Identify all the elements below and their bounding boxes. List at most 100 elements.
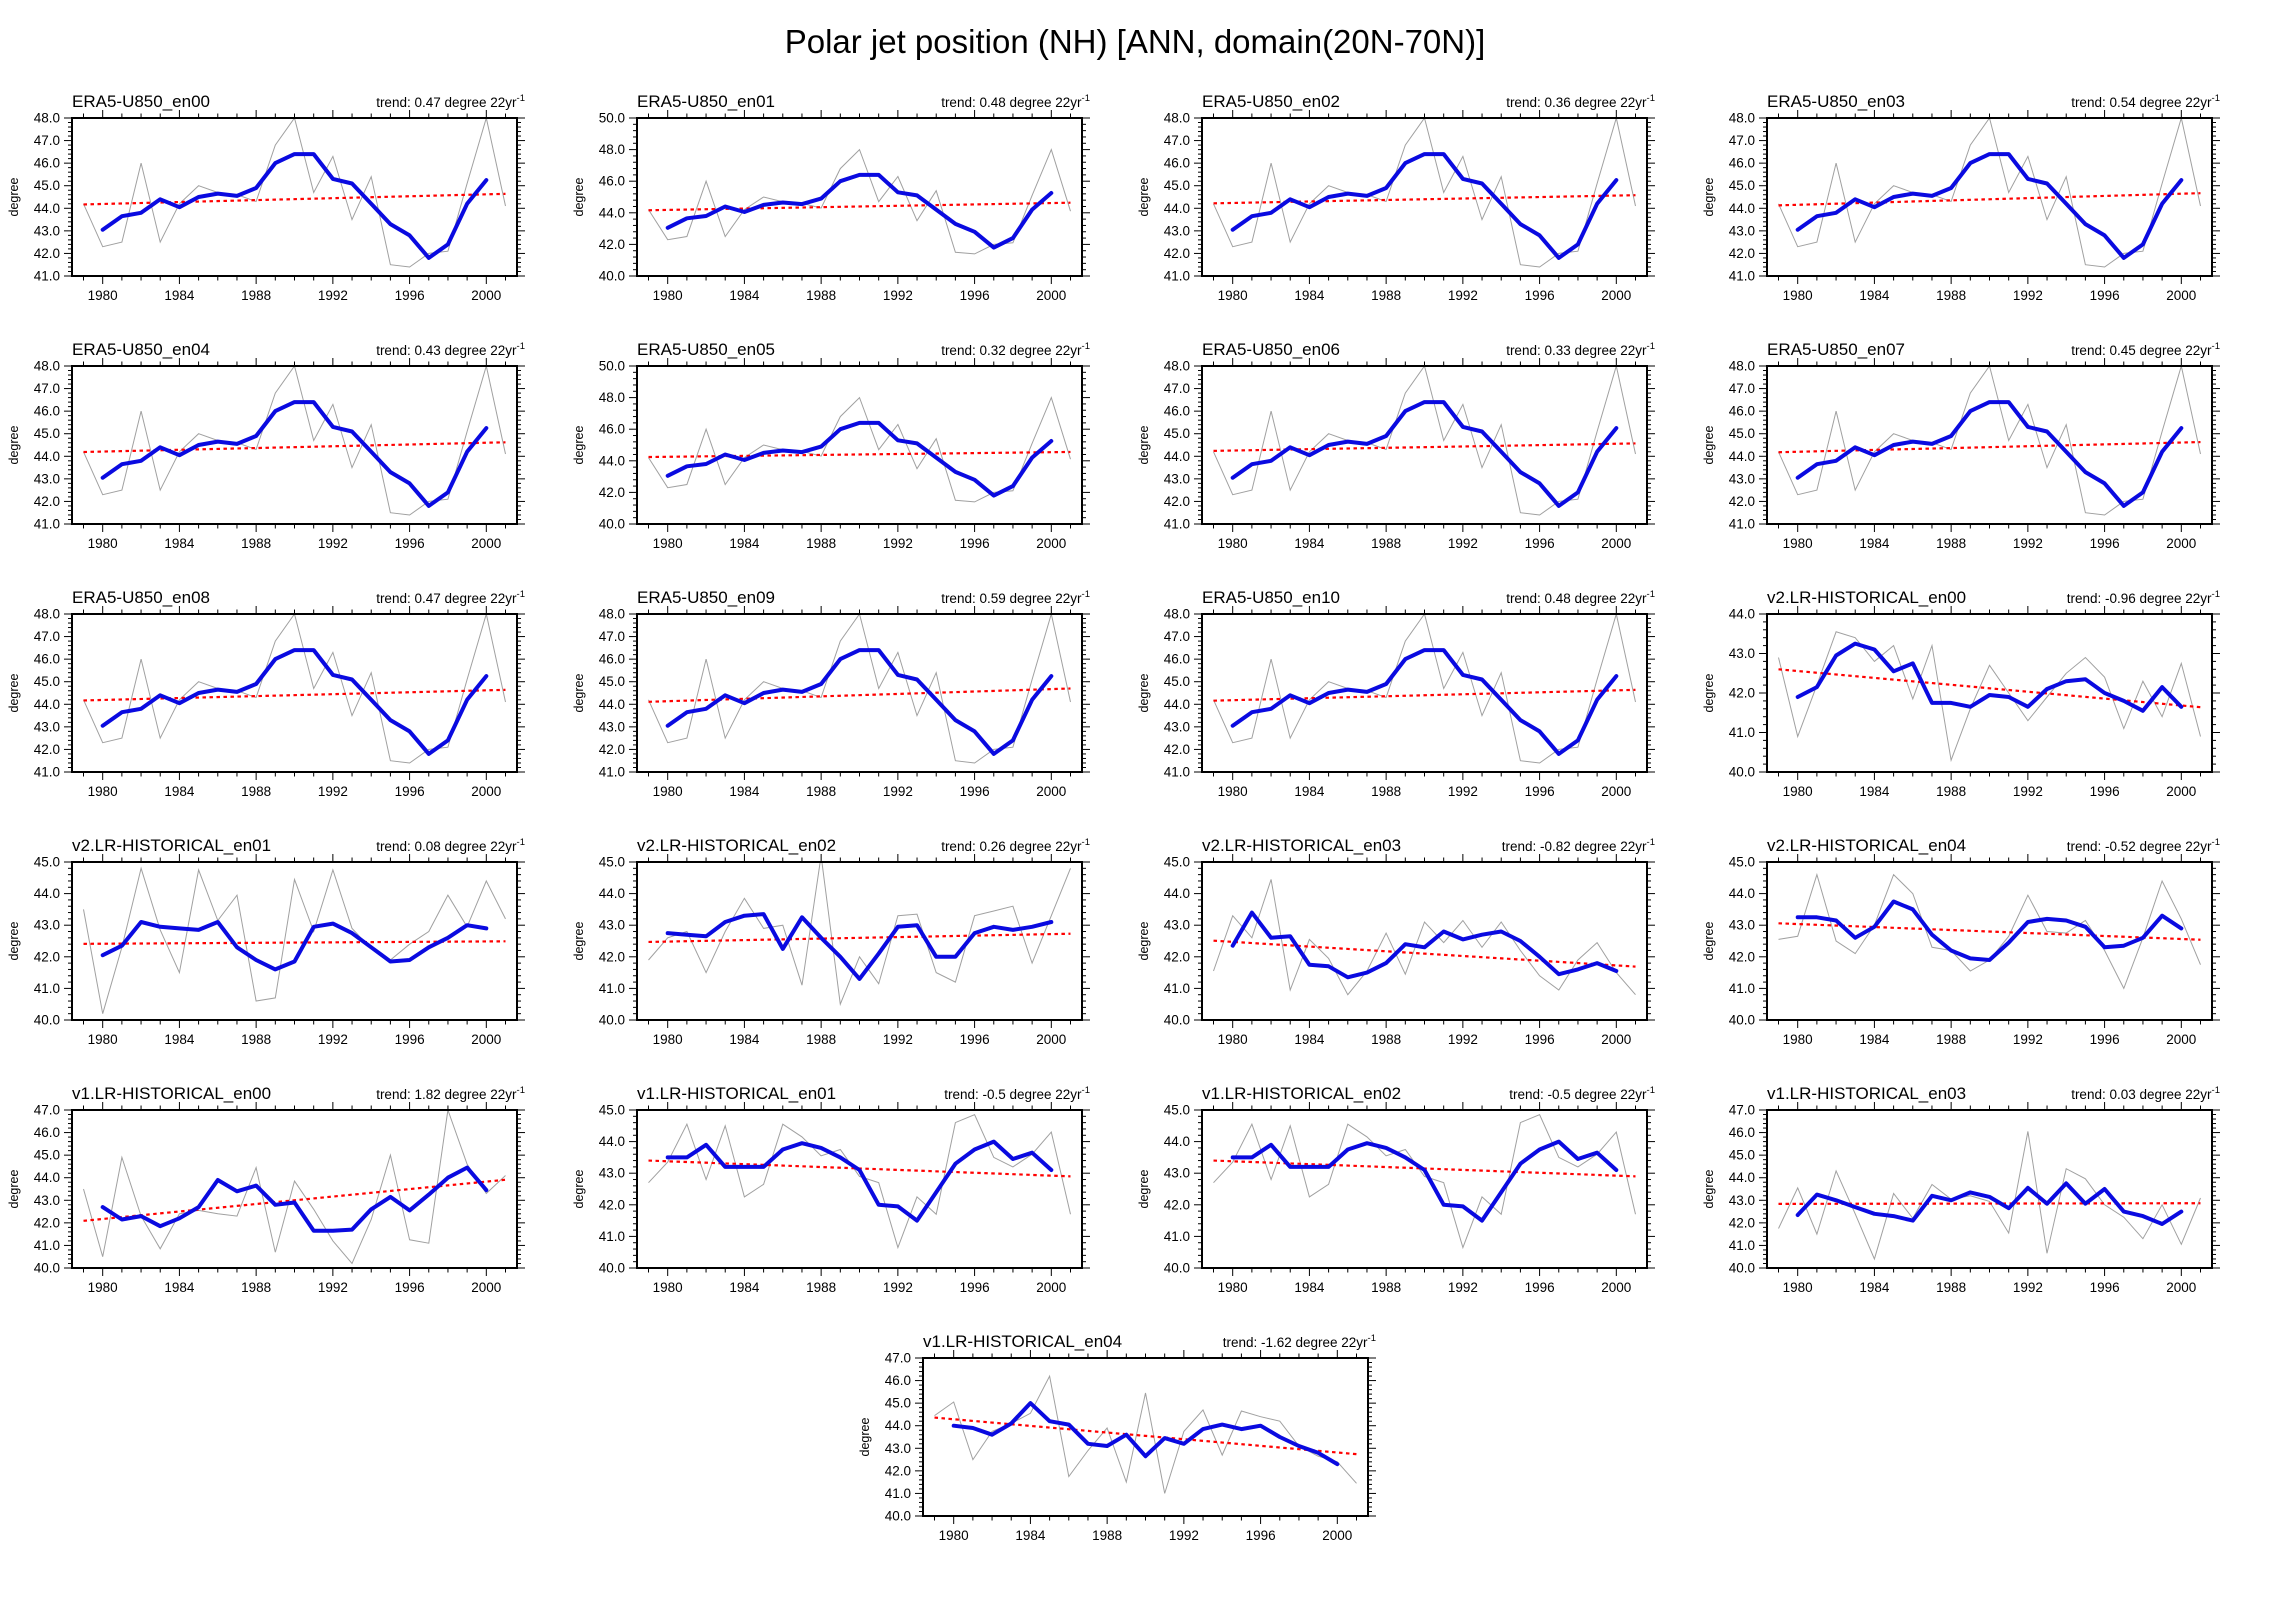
y-tick-label: 44.0: [1164, 886, 1190, 901]
y-axis-label: degree: [7, 921, 21, 960]
plot-frame: [636, 365, 1083, 525]
trend-line: [1213, 939, 1636, 968]
trend-line: [1778, 440, 2201, 454]
x-tick-label: 1992: [883, 1032, 913, 1047]
y-tick-label: 44.0: [599, 453, 625, 468]
x-tick-label: 1980: [88, 536, 118, 551]
y-tick-label: 40.0: [1164, 1013, 1190, 1028]
x-tick-label: 1980: [653, 1032, 683, 1047]
y-tick-label: 46.0: [884, 1373, 910, 1388]
y-tick-label: 41.0: [599, 981, 625, 996]
panel-svg: 40.0 41.0 42.0 43.0 44.0 45.0 1980 1984 1988 1992…: [1137, 836, 1655, 1047]
y-tick-label: 42.0: [1729, 494, 1755, 509]
x-tick-label: 2000: [1036, 1280, 1066, 1295]
y-tick-label: 43.0: [1729, 918, 1755, 933]
y-tick-label: 42.0: [599, 1197, 625, 1212]
y-tick-label: 48.0: [599, 390, 625, 405]
y-tick-label: 43.0: [1729, 223, 1755, 238]
panel-trend-label: trend: 0.48 degree 22yr-1: [941, 93, 1090, 110]
smoothed-series-line: [1230, 1139, 1619, 1223]
x-tick-label: 1992: [2013, 1032, 2043, 1047]
x-tick-label: 1984: [1294, 784, 1325, 799]
chart-panel-v1.LR-HISTORICAL_en00: 40.0 41.0 42.0 43.0 44.0 45.0 46.0 47.0 1980 1984…: [2, 1070, 567, 1318]
y-tick-label: 40.0: [599, 1261, 625, 1276]
chart-panel-v2.LR-HISTORICAL_en04: 40.0 41.0 42.0 43.0 44.0 45.0 1980 1984 1988 1992…: [1697, 822, 2262, 1070]
x-tick-label: 1980: [1783, 536, 1813, 551]
x-tick-label: 1980: [88, 1032, 118, 1047]
y-tick-label: 43.0: [1729, 1193, 1755, 1208]
x-tick-label: 1992: [318, 536, 348, 551]
x-tick-label: 2000: [1322, 1528, 1352, 1543]
x-tick-label: 1980: [653, 536, 683, 551]
x-tick-label: 2000: [2166, 1032, 2196, 1047]
y-tick-label: 43.0: [599, 1166, 625, 1181]
x-tick-label: 1996: [1525, 784, 1555, 799]
y-tick-label: 41.0: [1164, 517, 1190, 532]
y-axis-label: degree: [7, 177, 21, 216]
y-tick-label: 44.0: [599, 697, 625, 712]
x-tick-label: 1988: [1092, 1528, 1122, 1543]
y-tick-label: 47.0: [1729, 1103, 1755, 1118]
x-tick-label: 1984: [1294, 1280, 1325, 1295]
plot-frame: [921, 1357, 1369, 1517]
y-tick-label: 48.0: [1729, 359, 1755, 374]
raw-series-line: [1213, 879, 1636, 996]
plot-frame: [1766, 365, 2213, 525]
smoothed-series-line: [665, 420, 1054, 498]
x-tick-label: 1988: [1371, 288, 1401, 303]
y-tick-label: 41.0: [599, 1229, 625, 1244]
plot-frame: [1201, 613, 1648, 773]
x-tick-label: 1984: [164, 784, 195, 799]
x-tick-label: 2000: [1036, 536, 1066, 551]
y-axis-label: degree: [1137, 673, 1151, 712]
y-tick-label: 44.0: [599, 205, 625, 220]
x-tick-label: 2000: [471, 784, 501, 799]
x-tick-label: 1992: [2013, 784, 2043, 799]
x-tick-label: 1980: [1218, 536, 1248, 551]
raw-series-line: [83, 365, 506, 516]
x-tick-label: 1988: [1936, 1280, 1966, 1295]
x-tick-label: 2000: [2166, 1280, 2196, 1295]
panel-title: ERA5-U850_en10: [1202, 588, 1340, 607]
x-tick-label: 1980: [1783, 1280, 1813, 1295]
raw-series-line: [648, 861, 1071, 1007]
panel-trend-label: trend: 0.45 degree 22yr-1: [2071, 341, 2220, 358]
axis-ticks: [1194, 110, 1655, 284]
y-tick-label: 42.0: [1729, 1215, 1755, 1230]
plot-frame: [1201, 365, 1648, 525]
x-tick-label: 1984: [729, 1032, 760, 1047]
y-tick-label: 48.0: [34, 607, 60, 622]
y-tick-label: 42.0: [34, 246, 60, 261]
smoothed-series-line: [100, 920, 489, 972]
x-tick-label: 1980: [1218, 1280, 1248, 1295]
y-tick-label: 48.0: [34, 111, 60, 126]
x-tick-label: 1988: [1936, 1032, 1966, 1047]
y-axis-label: degree: [1702, 177, 1716, 216]
x-tick-label: 1992: [883, 536, 913, 551]
panel-title: ERA5-U850_en05: [637, 340, 775, 359]
chart-panel-v2.LR-HISTORICAL_en02: 40.0 41.0 42.0 43.0 44.0 45.0 1980 1984 1988 1992…: [567, 822, 1132, 1070]
panel-row-0: 41.0 42.0 43.0 44.0 45.0 46.0 47.0 48.0 1980 1984…: [0, 78, 2270, 326]
x-tick-label: 1984: [1294, 1032, 1325, 1047]
plot-frame: [1766, 1109, 2213, 1269]
x-tick-label: 1996: [960, 1280, 990, 1295]
y-tick-label: 43.0: [1729, 646, 1755, 661]
y-tick-label: 46.0: [599, 174, 625, 189]
panel-trend-label: trend: 0.36 degree 22yr-1: [1506, 93, 1655, 110]
y-tick-label: 42.0: [599, 485, 625, 500]
x-tick-label: 1988: [1936, 288, 1966, 303]
panel-title: ERA5-U850_en07: [1767, 340, 1905, 359]
x-tick-label: 1996: [2090, 536, 2120, 551]
raw-series-line: [1213, 365, 1636, 516]
x-tick-label: 1992: [2013, 536, 2043, 551]
x-tick-label: 2000: [1036, 784, 1066, 799]
panel-title: v2.LR-HISTORICAL_en02: [637, 836, 836, 855]
y-tick-label: 45.0: [34, 674, 60, 689]
panel-svg: 41.0 42.0 43.0 44.0 45.0 46.0 47.0 48.0 1980 1984…: [1702, 340, 2220, 551]
panel-row-1: 41.0 42.0 43.0 44.0 45.0 46.0 47.0 48.0 1980 1984…: [0, 326, 2270, 574]
y-tick-label: 42.0: [1164, 494, 1190, 509]
x-tick-label: 2000: [1036, 1032, 1066, 1047]
trend-line: [83, 441, 506, 454]
y-tick-label: 40.0: [1164, 1261, 1190, 1276]
y-tick-label: 47.0: [884, 1351, 910, 1366]
